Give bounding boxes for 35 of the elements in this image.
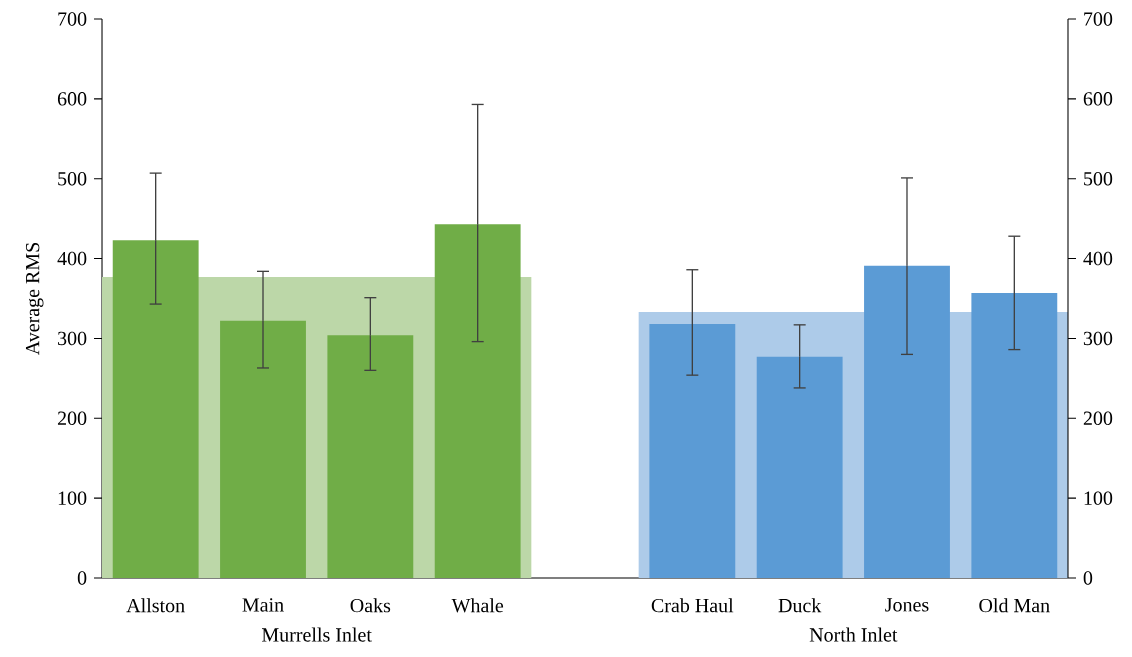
bar (112, 240, 199, 578)
bar (327, 335, 414, 578)
text: North Inlet (809, 627, 898, 642)
y2-tick-label: 100 (1084, 491, 1113, 505)
y2-tick-label: 400 (1083, 251, 1113, 266)
y-tick-label: 300 (58, 331, 87, 346)
x-tick-label: Duck (778, 598, 822, 613)
x-tick-label: Whale (451, 598, 504, 613)
x-tick-label: Oaks (350, 598, 391, 613)
y2-tick-label: 300 (1083, 331, 1113, 346)
y-tick-label: 700 (58, 12, 87, 26)
x-tick-label: Jones (885, 598, 929, 612)
y2-tick-label: 600 (1083, 92, 1113, 106)
bar (864, 265, 950, 578)
bar (971, 292, 1058, 578)
bar (649, 324, 736, 578)
bar (756, 356, 843, 578)
y-tick-label: 400 (57, 251, 87, 266)
y-tick-label: 500 (58, 171, 87, 186)
x-tick-label: Allston (126, 598, 185, 613)
y-tick-label: 0 (77, 571, 87, 585)
y2-tick-label: 500 (1084, 171, 1113, 186)
y-tick-label: 100 (58, 491, 87, 505)
bar (220, 320, 306, 578)
y2-tick-label: 700 (1084, 12, 1113, 26)
x-tick-label: Main (242, 598, 284, 612)
y-tick-label: 600 (57, 92, 87, 106)
y2-tick-label: 200 (1083, 411, 1113, 426)
bar (434, 224, 521, 578)
y2-tick-label: 0 (1083, 571, 1093, 585)
x-tick-label: Crab Haul (651, 598, 734, 613)
text: Murrells Inlet (262, 627, 372, 642)
y-tick-label: 200 (57, 411, 87, 426)
x-tick-label: Old Man (979, 598, 1050, 613)
y-axis-title: Average RMS (25, 243, 44, 356)
